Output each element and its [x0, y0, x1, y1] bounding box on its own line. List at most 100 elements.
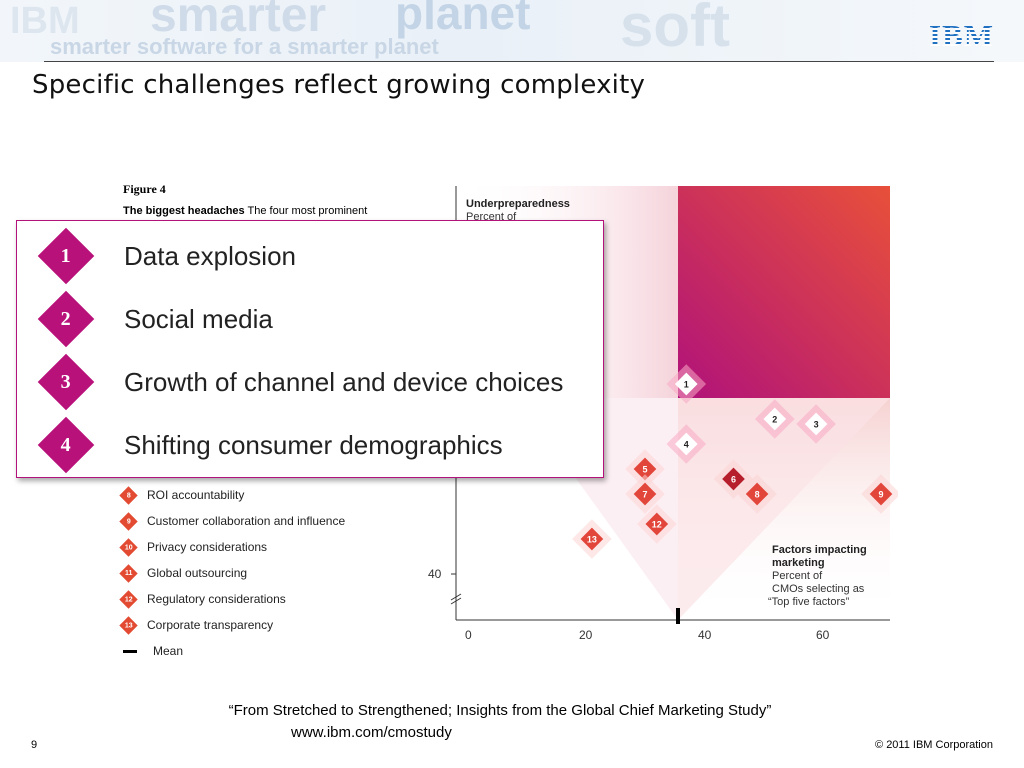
banner-watermark-ibm: IBM [10, 0, 80, 42]
data-point-13: 13 [572, 519, 612, 559]
y-axis-title: Underpreparedness [466, 198, 570, 210]
data-point-marker [869, 482, 893, 506]
x-axis-subtitle: Percent of CMOs selecting as “Top five f… [768, 570, 892, 609]
quadrant-wedge [678, 398, 890, 620]
callout-number-badge: 4 [37, 416, 95, 474]
callout-label: Shifting consumer demographics [124, 429, 503, 460]
x-axis-title: Factors impacting marketing [772, 544, 867, 569]
data-point-2: 2 [755, 399, 795, 439]
legend-number-badge: 12 [119, 589, 138, 609]
legend-number: 11 [124, 569, 133, 577]
ibm-logo: IBM [929, 18, 994, 53]
data-point-label: 7 [642, 490, 647, 500]
legend-item: 11 Global outsourcing [119, 563, 248, 583]
legend-number-badge: 13 [119, 615, 138, 635]
x-tick-label: 0 [465, 628, 472, 642]
legend-mean-label: Mean [153, 644, 184, 658]
data-point-marker [722, 467, 745, 491]
legend-number: 10 [124, 543, 133, 551]
figure-subtitle: The biggest headaches The four most prom… [123, 205, 367, 217]
callout-number: 1 [61, 244, 71, 267]
citation-url: www.ibm.com/cmostudy [291, 724, 452, 741]
x-axis-subtitle-line: Percent of [772, 570, 823, 582]
data-point-label: 9 [878, 490, 883, 500]
legend-number: 12 [124, 595, 133, 603]
callout-item: 1 Data explosion [37, 227, 296, 285]
callout-number-badge: 3 [37, 353, 95, 411]
data-point-label: 2 [772, 415, 777, 425]
data-point-5: 5 [625, 449, 665, 489]
top-right-quadrant [678, 186, 890, 398]
legend-label: ROI accountability [147, 488, 245, 502]
x-tick-label: 20 [579, 628, 593, 642]
data-point-12: 12 [637, 504, 677, 544]
data-point-label: 13 [587, 535, 597, 545]
x-tick-label: 60 [816, 628, 830, 642]
callout-item: 4 Shifting consumer demographics [37, 416, 503, 474]
data-point-label: 3 [814, 420, 819, 430]
data-point-7: 7 [625, 474, 665, 514]
data-point-label: 8 [755, 490, 760, 500]
header-banner: smarter planet soft smarter software for… [0, 0, 1024, 62]
x-tick-label: 40 [698, 628, 712, 642]
data-point-label: 12 [652, 520, 662, 530]
callout-number: 2 [61, 307, 71, 330]
data-point-label: 6 [731, 475, 736, 485]
data-point-3: 3 [796, 404, 836, 444]
callout-number: 3 [61, 370, 71, 393]
slide-title: Specific challenges reflect growing comp… [32, 70, 646, 100]
legend-item: 9 Customer collaboration and influence [119, 511, 345, 531]
legend-number: 8 [126, 491, 131, 499]
banner-watermark-planet: planet [395, 0, 531, 39]
banner-divider [44, 61, 994, 62]
data-point-label: 5 [642, 465, 647, 475]
copyright: © 2011 IBM Corporation [875, 739, 993, 751]
page-number: 9 [31, 739, 38, 751]
x-axis-subtitle-line: “Top five factors” [768, 596, 850, 608]
challenges-callout: 1 Data explosion 2 Social media 3 Growth… [16, 220, 604, 478]
data-point-9: 9 [861, 474, 898, 514]
mean-marker [676, 608, 680, 624]
callout-item: 2 Social media [37, 290, 273, 348]
callout-number: 4 [61, 433, 71, 456]
data-point-marker [580, 527, 604, 551]
data-point-marker [745, 482, 769, 506]
data-point-1: 1 [666, 364, 707, 404]
data-point-4: 4 [666, 424, 707, 464]
callout-number-badge: 1 [37, 227, 95, 285]
legend-item: 8 ROI accountability [119, 485, 245, 505]
legend-label: Regulatory considerations [147, 592, 286, 606]
mean-legend-mark [123, 649, 137, 653]
banner-watermark-smarter: smarter [150, 0, 327, 42]
y-tick-label: 40 [428, 567, 442, 581]
axis-break [450, 597, 462, 605]
callout-label: Data explosion [124, 240, 296, 271]
banner-watermark-tagline: smarter software for a smarter planet [50, 34, 439, 59]
data-point-label: 1 [684, 380, 689, 390]
data-point-marker [633, 457, 657, 481]
data-point-marker [645, 512, 669, 536]
figure-subtitle-rest: The four most prominent [247, 205, 368, 217]
axis-break [450, 593, 462, 601]
legend-number-badge: 10 [119, 537, 138, 557]
callout-item: 3 Growth of channel and device choices [37, 353, 564, 411]
legend-label: Global outsourcing [147, 566, 248, 580]
figure-subtitle-bold: The biggest headaches [123, 205, 245, 217]
legend-mean: Mean [122, 641, 183, 661]
callout-number-badge: 2 [37, 290, 95, 348]
banner-watermark-soft: soft [620, 0, 730, 59]
figure-caption: Figure 4 [123, 182, 166, 196]
data-point-marker [633, 482, 657, 506]
callout-label: Social media [124, 303, 273, 334]
callout-label: Growth of channel and device choices [124, 366, 564, 397]
data-point-label: 4 [684, 440, 689, 450]
citation-text: “From Stretched to Strengthened; Insight… [228, 702, 772, 719]
legend-label: Corporate transparency [147, 618, 274, 632]
legend-label: Privacy considerations [147, 540, 268, 554]
legend-number-badge: 9 [119, 511, 138, 531]
legend-item: 12 Regulatory considerations [119, 589, 286, 609]
legend-number-badge: 11 [119, 563, 138, 583]
x-axis-subtitle-line: CMOs selecting as [772, 583, 865, 595]
legend-number-badge: 8 [119, 485, 138, 505]
